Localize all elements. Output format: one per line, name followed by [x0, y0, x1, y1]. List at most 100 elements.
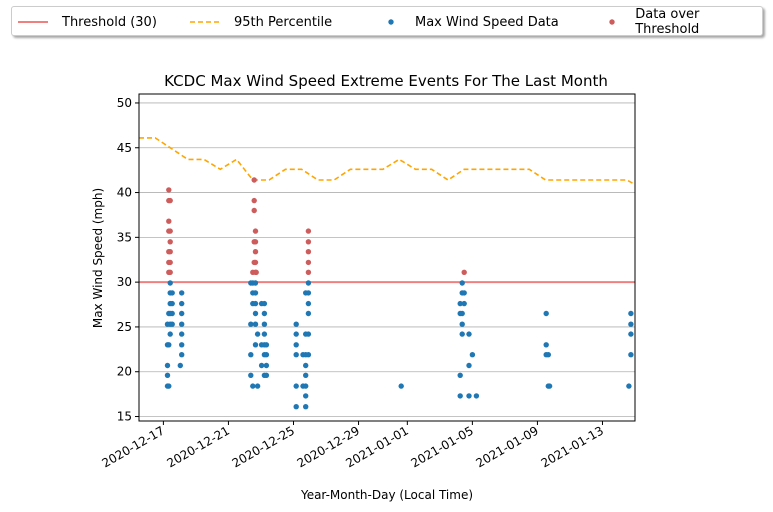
wind-speed-point [305, 300, 312, 307]
over-threshold-point [305, 239, 312, 245]
wind-speed-point [473, 393, 480, 399]
wind-speed-point [252, 321, 259, 327]
legend-item-over: Data over Threshold [606, 7, 762, 37]
wind-speed-point [303, 383, 309, 389]
wind-speed-point [543, 342, 549, 348]
wind-speed-point [466, 393, 472, 399]
over-threshold-point [461, 269, 467, 275]
wind-speed-point [250, 383, 256, 389]
wind-speed-point [293, 404, 299, 410]
chart-title: KCDC Max Wind Speed Extreme Events For T… [164, 72, 608, 90]
x-tick-label: 2020-12-21 [165, 423, 232, 470]
wind-speed-point [305, 331, 312, 337]
over-threshold-point [253, 269, 259, 275]
wind-speed-point [261, 310, 268, 317]
wind-speed-point [252, 300, 259, 307]
wind-speed-point [293, 383, 299, 389]
legend-item-data: Max Wind Speed Data [385, 7, 559, 37]
y-tick-label: 25 [117, 320, 132, 334]
wind-speed-point [293, 321, 299, 327]
y-tick-label: 40 [117, 186, 132, 200]
wind-speed-point [293, 352, 299, 358]
chart-legend: Threshold (30) 95th Percentile Max Wind … [11, 6, 763, 37]
y-tick-label: 20 [117, 365, 132, 379]
over-threshold-point [305, 259, 312, 266]
wind-speed-point [179, 342, 185, 348]
over-threshold-point [251, 177, 257, 183]
legend-data-swatch [388, 19, 394, 25]
plot-content [139, 137, 636, 410]
wind-speed-point [167, 331, 173, 337]
y-tick-label: 45 [117, 141, 132, 155]
over-threshold-point [167, 197, 173, 204]
wind-speed-point [305, 290, 312, 296]
wind-speed-point [261, 300, 268, 307]
wind-speed-point [164, 372, 171, 378]
wind-speed-point [461, 300, 467, 307]
wind-speed-point [628, 331, 634, 337]
wind-speed-point [254, 331, 261, 337]
wind-speed-point [543, 310, 549, 317]
wind-speed-point [293, 331, 299, 337]
wind-speed-point [303, 372, 309, 378]
over-threshold-point [167, 228, 173, 234]
over-threshold-point [252, 228, 259, 234]
wind-speed-point [169, 310, 175, 317]
wind-speed-point [261, 331, 268, 337]
over-threshold-point [252, 239, 259, 245]
wind-speed-point [252, 342, 259, 348]
over-threshold-point [305, 269, 312, 275]
wind-speed-point [303, 393, 309, 399]
x-tick-label: 2021-01-09 [474, 423, 541, 470]
wind-speed-point [293, 342, 299, 348]
wind-speed-point [628, 321, 634, 327]
over-threshold-point [251, 207, 257, 214]
wind-speed-point [179, 300, 185, 307]
x-tick-label: 2020-12-25 [230, 423, 297, 470]
wind-speed-point [546, 383, 553, 389]
wind-speed-point [263, 352, 270, 358]
wind-speed-point [263, 342, 270, 348]
wind-speed-point [248, 321, 254, 327]
wind-speed-point [248, 372, 254, 378]
over-threshold-point [167, 239, 173, 245]
x-tick-label: 2020-12-17 [99, 423, 166, 470]
wind-speed-point [263, 362, 270, 369]
grid-lines [139, 102, 635, 417]
x-tick-label: 2021-01-05 [408, 423, 475, 470]
legend-threshold-label: Threshold (30) [62, 14, 157, 30]
legend-percentile-swatch [190, 21, 220, 23]
wind-speed-point [179, 310, 185, 317]
wind-speed-point [164, 362, 171, 369]
plot-frame [138, 93, 636, 422]
wind-speed-point [254, 383, 261, 389]
wind-speed-point [459, 280, 465, 286]
wind-speed-point [459, 321, 465, 327]
x-axis-label: Year-Month-Day (Local Time) [300, 488, 473, 502]
wind-speed-point [305, 352, 312, 358]
wind-speed-point [166, 383, 172, 389]
wind-speed-point [166, 342, 172, 348]
legend-over-label: Data over Threshold [635, 7, 700, 37]
over-threshold-point [252, 259, 259, 266]
legend-threshold-swatch [18, 21, 48, 23]
wind-speed-point [179, 352, 185, 358]
legend-item-percentile: 95th Percentile [190, 7, 332, 37]
over-threshold-point [166, 218, 172, 224]
wind-speed-point [303, 404, 309, 410]
wind-speed-point [398, 383, 404, 389]
wind-speed-point [252, 290, 259, 296]
legend-item-threshold: Threshold (30) [18, 7, 157, 37]
percentile-95-line [139, 137, 636, 186]
wind-speed-point [169, 290, 175, 296]
wind-speed-point [248, 352, 254, 358]
y-tick-label: 50 [117, 96, 132, 110]
wind-speed-point [466, 362, 472, 369]
y-tick-label: 35 [117, 230, 132, 244]
over-threshold-point [166, 187, 172, 193]
legend-data-label: Max Wind Speed Data [415, 14, 559, 30]
over-threshold-point [305, 228, 312, 234]
wind-speed-point [261, 321, 268, 327]
over-threshold-point [167, 259, 173, 266]
